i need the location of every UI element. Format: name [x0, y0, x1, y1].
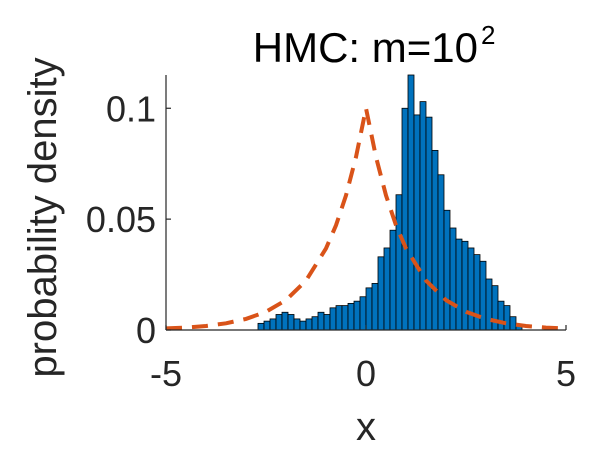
chart-title-superscript: 2 — [481, 20, 495, 50]
histogram-bar — [269, 318, 277, 331]
histogram-bar — [503, 305, 511, 331]
y-tick-label: 0.1 — [106, 88, 156, 129]
x-tick-label: 5 — [556, 353, 576, 394]
histogram-bar — [407, 74, 415, 331]
histogram-bar — [281, 311, 289, 331]
y-ticks: 0 0.05 0.1 — [86, 88, 171, 351]
histogram-bar — [263, 320, 271, 331]
histogram-bar — [419, 101, 427, 331]
histogram-bar — [305, 318, 313, 331]
chart-title: HMC: m=10 — [253, 24, 478, 71]
histogram-bar — [449, 227, 457, 331]
y-axis-label: probability density — [21, 57, 65, 377]
pdf-curve-group — [165, 107, 567, 331]
histogram-bar — [353, 300, 361, 331]
histogram-bar — [347, 302, 355, 331]
histogram-bar — [383, 247, 391, 331]
histogram-bars — [257, 74, 523, 331]
histogram-bar — [341, 305, 349, 331]
histogram-bar — [443, 209, 451, 331]
histogram-bar — [431, 149, 439, 331]
histogram-bar — [365, 287, 373, 331]
histogram-bar — [293, 318, 301, 331]
x-axis-label: x — [356, 405, 376, 449]
histogram-bar — [395, 194, 403, 331]
histogram-bar — [371, 283, 379, 331]
histogram-bar — [257, 322, 265, 331]
histogram-bar — [299, 320, 307, 331]
histogram-bar — [455, 238, 463, 331]
histogram-bar — [401, 107, 409, 331]
histogram-bar — [329, 307, 337, 331]
histogram-bar — [275, 314, 283, 331]
histogram-bar — [437, 174, 445, 331]
x-ticks: -5 0 5 — [150, 325, 576, 394]
x-tick-label: 0 — [356, 353, 376, 394]
chart-title-main: HMC: m=10 — [253, 24, 478, 71]
histogram-bar — [497, 300, 505, 331]
y-tick-label: 0 — [136, 310, 156, 351]
histogram-bar — [323, 314, 331, 331]
histogram-bar — [359, 296, 367, 331]
histogram-bar — [311, 316, 319, 331]
histogram-bar — [317, 311, 325, 331]
histogram-bar — [413, 114, 421, 331]
histogram-bar — [479, 260, 487, 331]
x-tick-label: -5 — [150, 353, 182, 394]
histogram-bar — [377, 256, 385, 331]
histogram-bar — [473, 254, 481, 331]
histogram-bar — [389, 229, 397, 331]
pdf-curve — [165, 107, 567, 331]
histogram-bar — [485, 278, 493, 331]
histogram-bar — [461, 240, 469, 331]
histogram-bar — [467, 247, 475, 331]
y-tick-label: 0.05 — [86, 199, 156, 240]
histogram-bar — [425, 116, 433, 331]
histogram-bar — [509, 316, 517, 331]
histogram-bar — [287, 314, 295, 331]
axes: -5 0 5 00.050.1 — [86, 75, 576, 394]
histogram-bar — [335, 305, 343, 331]
